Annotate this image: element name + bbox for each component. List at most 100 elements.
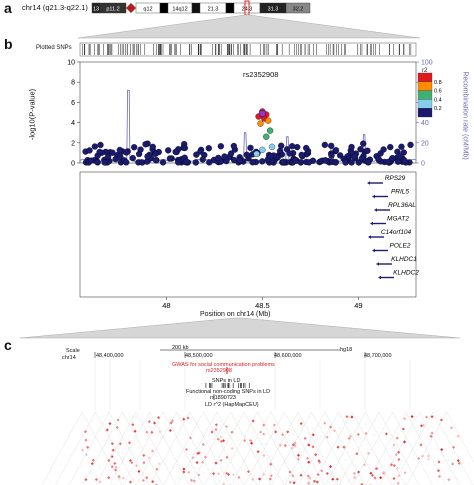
position-1: 48,500,000 — [185, 353, 213, 359]
ld-cell — [262, 453, 266, 458]
position-2: 48,600,000 — [274, 353, 302, 359]
ld-cell — [435, 433, 439, 437]
gene-label: C14orf104 — [381, 229, 412, 236]
snp-point — [227, 150, 235, 157]
snp-point — [159, 159, 167, 166]
band-label: 21.3 — [208, 7, 219, 13]
ld-cell — [328, 465, 333, 469]
ld-cell — [293, 441, 297, 445]
ld-cell — [396, 450, 400, 454]
gene-strand-arrow — [370, 221, 373, 226]
ld-cell — [419, 424, 423, 428]
snp-point — [215, 154, 222, 162]
ld-cell — [318, 434, 322, 439]
snp-point — [375, 155, 382, 162]
snp-point — [183, 158, 190, 165]
ld-cell — [268, 477, 272, 481]
snp-point — [332, 159, 339, 166]
ld-heatmap-bg — [82, 412, 460, 485]
snp-point — [328, 152, 335, 159]
y-tick-label: 6 — [71, 100, 75, 107]
snp-point — [123, 159, 130, 166]
ld-cell — [332, 429, 337, 433]
snp-point — [230, 156, 238, 164]
ld-diagonal — [203, 411, 245, 485]
scale-label: Scale — [66, 348, 80, 354]
snp-point — [165, 147, 172, 154]
snp-point — [94, 158, 101, 166]
gene-label: PRIL5 — [391, 189, 409, 196]
ld-cell — [276, 467, 280, 471]
snp-point — [360, 140, 367, 147]
ld-cell — [259, 430, 263, 434]
ld-cell — [269, 474, 273, 478]
ld-diagonal — [176, 411, 218, 485]
snp-point — [292, 157, 299, 164]
ld-cell — [417, 456, 421, 461]
ld-cell — [299, 473, 303, 477]
gene-label: KLHDC2 — [393, 270, 419, 277]
ld-cell — [403, 417, 407, 421]
ld-cell — [303, 436, 307, 440]
ld-cell — [306, 434, 310, 439]
ld-cell — [336, 445, 340, 449]
chromosome-band — [285, 2, 311, 14]
ld-cell — [353, 476, 357, 480]
snp-point — [289, 143, 296, 150]
chromosome-band — [159, 2, 169, 14]
ld-diagonal — [217, 411, 258, 485]
snp-point — [86, 147, 93, 154]
ld-cell — [401, 427, 405, 431]
snp-point — [249, 159, 256, 166]
y2-tick-label: 100 — [421, 60, 433, 67]
snp-point — [387, 143, 394, 151]
ld-cell — [314, 455, 318, 459]
ld-cell — [299, 422, 303, 426]
zoom-trapezoid-a — [77, 14, 421, 39]
snp-point — [400, 149, 407, 156]
ld-cell — [446, 458, 450, 462]
legend-swatch — [417, 99, 433, 109]
snp-point — [389, 155, 396, 162]
snp-point — [112, 156, 119, 163]
position-0: 48,400,000 — [96, 353, 124, 359]
ld-cell — [417, 428, 421, 432]
snp-point — [101, 159, 108, 166]
ld-cell — [444, 447, 448, 451]
ld-cell — [350, 415, 354, 419]
snp-point — [364, 147, 371, 154]
gene-label: RPS29 — [385, 175, 406, 182]
ld-cell — [289, 452, 293, 457]
gwas-track-label: GWAS for social communication problems — [172, 362, 275, 368]
gene-track-frame — [79, 171, 417, 298]
zoom-trapezoid-c — [19, 317, 461, 339]
ld-cell — [454, 434, 458, 439]
ld-cell — [431, 463, 435, 467]
ld-cell — [410, 415, 414, 419]
snp-point — [355, 159, 362, 166]
snp-point — [166, 155, 174, 162]
snp-point — [149, 143, 156, 151]
centromere-left — [126, 3, 131, 13]
legend-swatch — [417, 90, 433, 100]
snp-point — [97, 141, 104, 149]
band-label: 31.3 — [268, 7, 279, 13]
zoom-shape-c — [19, 317, 461, 339]
functional-label: Functional non-coding SNPs in LD — [186, 389, 271, 395]
gene-strand-arrow — [378, 275, 381, 280]
snp-point — [322, 157, 329, 164]
snp-point — [116, 146, 123, 154]
ld-cell — [347, 436, 351, 440]
snp-point — [236, 157, 243, 164]
snp-point — [131, 144, 138, 151]
ld-cell — [366, 451, 371, 455]
ld-cell — [404, 440, 408, 444]
ld-cell — [258, 477, 262, 481]
scale-value: 200 kb — [172, 345, 189, 351]
ld-cell — [430, 415, 434, 419]
snp-point — [396, 153, 403, 160]
ld-cell — [284, 476, 288, 480]
ld-cell — [338, 426, 342, 430]
snp-point — [142, 141, 149, 148]
ld-diagonal — [109, 411, 150, 485]
